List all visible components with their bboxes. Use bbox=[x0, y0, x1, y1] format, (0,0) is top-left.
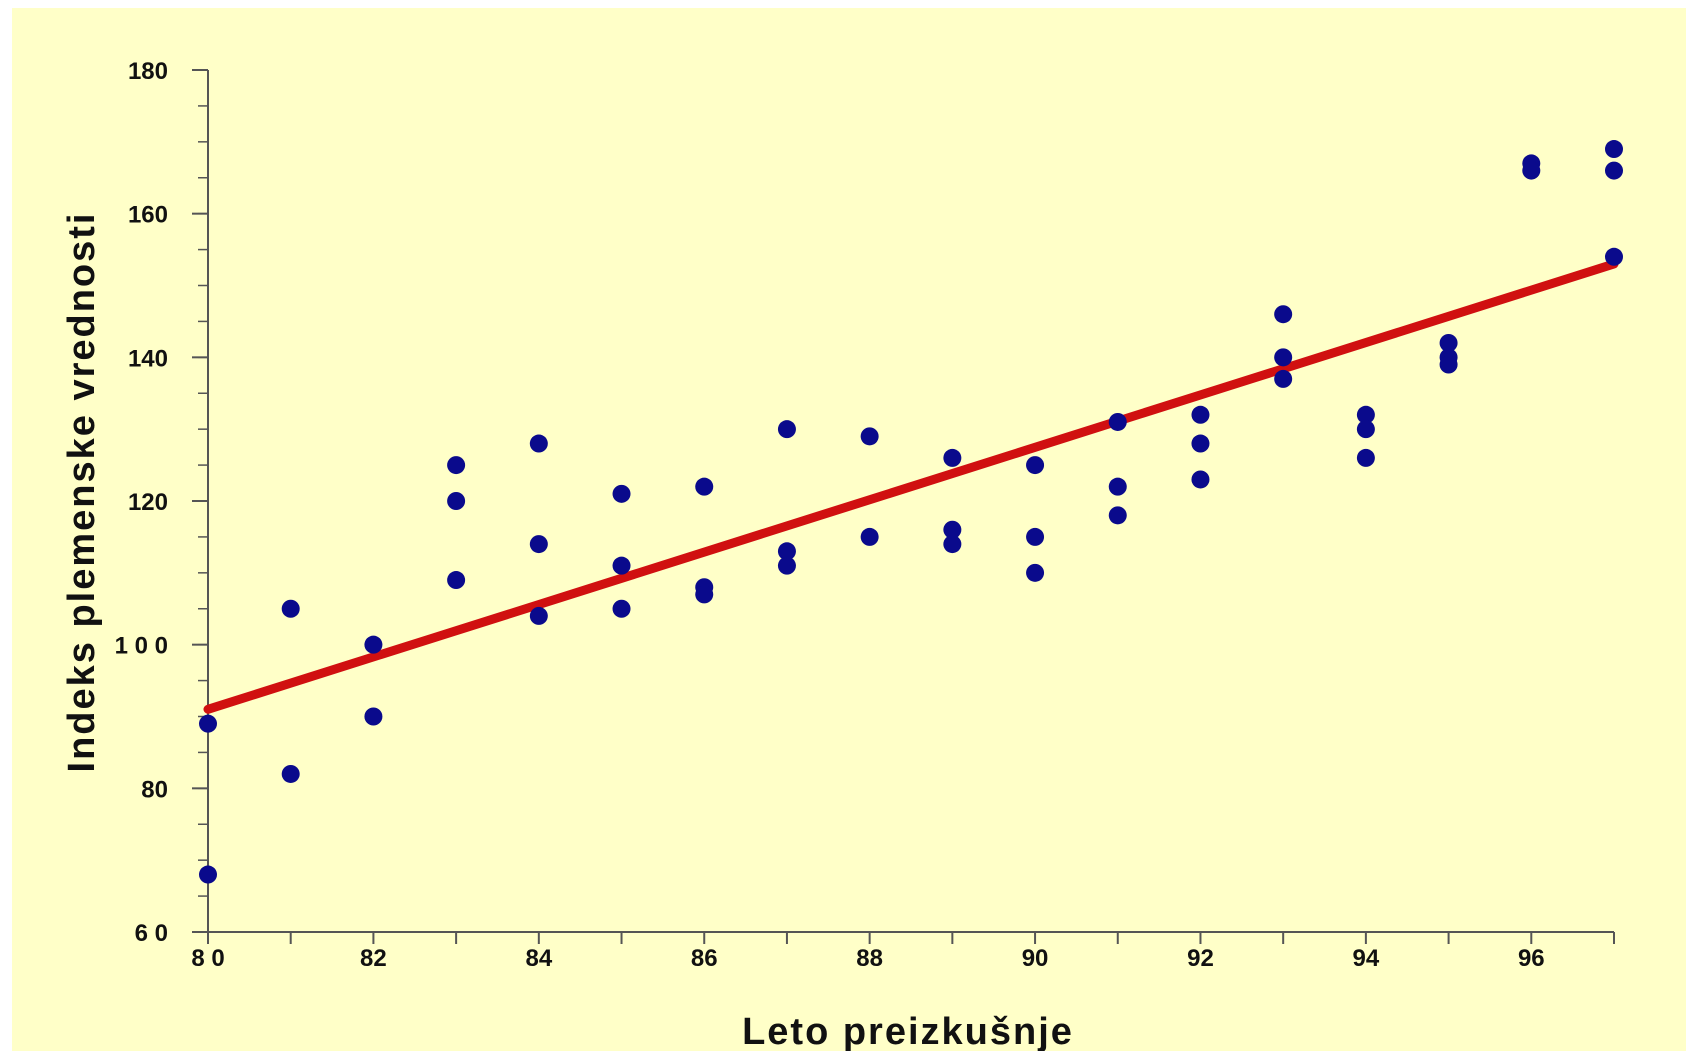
x-tick-label: 96 bbox=[1518, 945, 1545, 972]
data-point bbox=[943, 520, 962, 539]
data-point bbox=[695, 477, 714, 496]
data-point bbox=[1026, 456, 1045, 475]
data-point bbox=[199, 714, 217, 733]
data-point bbox=[1605, 161, 1623, 180]
data-point bbox=[447, 492, 466, 510]
data-point bbox=[1356, 420, 1375, 439]
data-point bbox=[364, 635, 383, 654]
data-point bbox=[1191, 434, 1210, 453]
x-tick-label: 8 0 bbox=[191, 945, 224, 972]
y-tick-label: 1 0 0 bbox=[115, 633, 168, 660]
data-point bbox=[1274, 305, 1293, 324]
data-point bbox=[1191, 470, 1210, 489]
x-axis-title: Leto preizkušnje bbox=[742, 1011, 1074, 1051]
data-point bbox=[1605, 140, 1623, 159]
data-point bbox=[199, 865, 217, 884]
data-point bbox=[1026, 563, 1045, 582]
y-tick-label: 160 bbox=[128, 202, 168, 229]
y-axis-title: Indeks plemenske vrednosti bbox=[61, 212, 103, 773]
data-point bbox=[281, 599, 300, 618]
trend-line bbox=[203, 259, 1619, 714]
data-point bbox=[1108, 506, 1127, 525]
data-point bbox=[529, 606, 548, 625]
data-point bbox=[1026, 527, 1045, 546]
data-point bbox=[529, 434, 548, 453]
x-tick-label: 82 bbox=[360, 945, 387, 972]
data-point bbox=[777, 556, 796, 575]
x-tick-label: 94 bbox=[1353, 945, 1380, 972]
data-point bbox=[447, 571, 466, 590]
data-point bbox=[1274, 348, 1293, 367]
data-point bbox=[612, 484, 631, 503]
data-point bbox=[1439, 355, 1458, 374]
data-point bbox=[1274, 369, 1293, 388]
data-point bbox=[612, 599, 631, 618]
y-tick-label: 6 0 bbox=[135, 920, 168, 947]
data-point bbox=[943, 535, 962, 554]
data-point bbox=[1108, 477, 1127, 496]
x-tick-label: 88 bbox=[856, 945, 883, 972]
y-tick-label: 120 bbox=[128, 489, 168, 516]
x-tick-label: 90 bbox=[1022, 945, 1049, 972]
data-point bbox=[447, 456, 466, 475]
data-point bbox=[364, 707, 383, 726]
data-point bbox=[695, 585, 714, 604]
data-point bbox=[612, 556, 631, 575]
data-point bbox=[1191, 405, 1210, 424]
data-point bbox=[1108, 412, 1127, 431]
y-tick-label: 180 bbox=[128, 58, 168, 85]
x-tick-label: 84 bbox=[525, 945, 552, 972]
y-tick-label: 140 bbox=[128, 345, 168, 372]
data-point bbox=[1356, 405, 1375, 424]
data-point bbox=[777, 542, 796, 561]
data-point bbox=[1605, 247, 1623, 266]
data-point bbox=[1522, 161, 1541, 180]
x-tick-label: 92 bbox=[1187, 945, 1214, 972]
data-point bbox=[529, 535, 548, 554]
data-point bbox=[1356, 448, 1375, 467]
data-point bbox=[777, 420, 796, 439]
data-point bbox=[860, 427, 879, 446]
x-tick-label: 86 bbox=[691, 945, 718, 972]
data-point bbox=[1439, 333, 1458, 352]
data-point bbox=[943, 448, 962, 467]
data-point bbox=[860, 527, 879, 546]
data-point bbox=[281, 764, 300, 783]
y-tick-label: 80 bbox=[141, 776, 168, 803]
chart-background bbox=[12, 8, 1686, 1051]
